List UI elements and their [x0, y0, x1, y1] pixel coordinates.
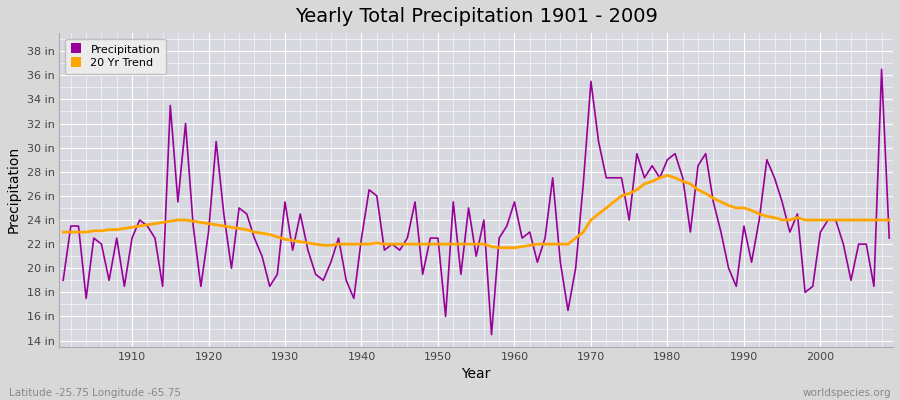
Y-axis label: Precipitation: Precipitation — [7, 146, 21, 234]
Legend: Precipitation, 20 Yr Trend: Precipitation, 20 Yr Trend — [65, 39, 166, 74]
Text: Latitude -25.75 Longitude -65.75: Latitude -25.75 Longitude -65.75 — [9, 388, 181, 398]
Title: Yearly Total Precipitation 1901 - 2009: Yearly Total Precipitation 1901 - 2009 — [295, 7, 658, 26]
Text: worldspecies.org: worldspecies.org — [803, 388, 891, 398]
X-axis label: Year: Year — [462, 367, 490, 381]
